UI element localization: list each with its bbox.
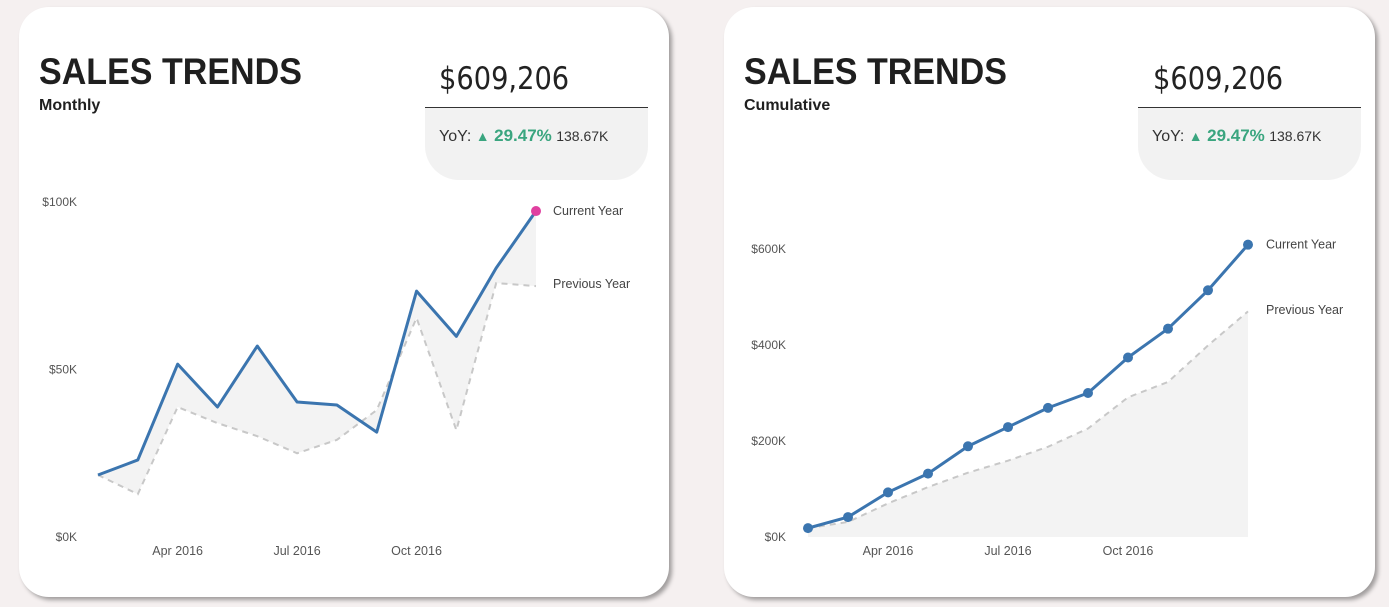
data-point-marker[interactable] — [923, 468, 933, 479]
yoy-box: YoY: ▲ 29.47% 138.67K — [425, 108, 648, 180]
yoy-label: YoY: — [1152, 128, 1185, 145]
previous-year-line[interactable] — [807, 310, 1249, 530]
y-axis-label: $50K — [49, 363, 77, 377]
previous-year-line[interactable] — [97, 282, 537, 496]
last-point-marker[interactable] — [531, 206, 541, 217]
y-axis-label: $0K — [765, 530, 786, 544]
y-axis-label: $100K — [42, 195, 77, 209]
legend-previous-year: Previous Year — [553, 277, 630, 291]
data-point-marker[interactable] — [1203, 285, 1213, 296]
x-axis-label: Apr 2016 — [863, 544, 914, 558]
yoy-percent: 29.47% — [494, 126, 552, 145]
kpi-total-sales: $609,206 — [439, 61, 570, 97]
sales-trends-monthly-card: SALES TRENDS Monthly $609,206 YoY: ▲ 29.… — [19, 7, 669, 597]
yoy-absolute: 138.67K — [556, 128, 609, 144]
cumulative-line-chart[interactable]: $0K $200K $400K $600K Apr 2016 Jul 2016 Oct 20… — [724, 7, 1375, 597]
data-point-marker[interactable] — [1083, 388, 1093, 398]
current-year-line[interactable] — [807, 243, 1250, 530]
x-axis-label: Jul 2016 — [984, 544, 1031, 558]
data-point-marker[interactable] — [1003, 422, 1013, 433]
data-point-marker[interactable] — [1243, 239, 1253, 250]
y-axis-label: $400K — [751, 338, 786, 352]
arrow-up-icon: ▲ — [475, 128, 490, 144]
yoy-percent: 29.47% — [1207, 126, 1265, 145]
data-point-marker[interactable] — [963, 441, 973, 452]
yoy-label: YoY: — [439, 128, 472, 145]
y-axis-label: $200K — [751, 434, 786, 448]
card-title: SALES TRENDS — [744, 51, 1007, 92]
yoy-absolute: 138.67K — [1269, 128, 1322, 144]
data-point-marker[interactable] — [1123, 352, 1133, 363]
card-subtitle: Cumulative — [744, 97, 831, 114]
previous-year-area — [808, 311, 1248, 537]
y-axis-label: $0K — [56, 530, 77, 544]
y-axis-label: $600K — [751, 242, 786, 256]
kpi-total-sales: $609,206 — [1153, 61, 1284, 97]
card-title: SALES TRENDS — [39, 51, 302, 92]
yoy-indicator: YoY: ▲ 29.47% 138.67K — [439, 126, 608, 146]
card-subtitle: Monthly — [39, 97, 101, 114]
data-point-marker[interactable] — [803, 523, 813, 534]
x-axis-label: Apr 2016 — [152, 544, 203, 558]
data-point-marker[interactable] — [843, 512, 853, 523]
yoy-indicator: YoY: ▲ 29.47% 138.67K — [1152, 126, 1321, 146]
sales-trends-cumulative-card: SALES TRENDS Cumulative $609,206 YoY: ▲ … — [724, 7, 1375, 597]
x-axis-label: Oct 2016 — [391, 544, 442, 558]
kpi-divider — [425, 107, 648, 108]
data-point-marker[interactable] — [1163, 323, 1173, 334]
yoy-box: YoY: ▲ 29.47% 138.67K — [1138, 108, 1361, 180]
data-point-marker[interactable] — [883, 487, 893, 498]
data-point-marker[interactable] — [1043, 402, 1053, 413]
difference-area — [98, 211, 536, 495]
kpi-divider — [1138, 107, 1361, 108]
legend-current-year: Current Year — [1266, 238, 1336, 252]
monthly-line-chart[interactable]: $0K $50K $100K Apr 2016 Jul 2016 Oct 2016 Curr… — [19, 7, 669, 597]
legend-previous-year: Previous Year — [1266, 303, 1343, 317]
legend-current-year: Current Year — [553, 204, 623, 218]
x-axis-label: Oct 2016 — [1103, 544, 1154, 558]
arrow-up-icon: ▲ — [1188, 128, 1203, 144]
x-axis-label: Jul 2016 — [273, 544, 320, 558]
current-year-line[interactable] — [97, 210, 538, 477]
